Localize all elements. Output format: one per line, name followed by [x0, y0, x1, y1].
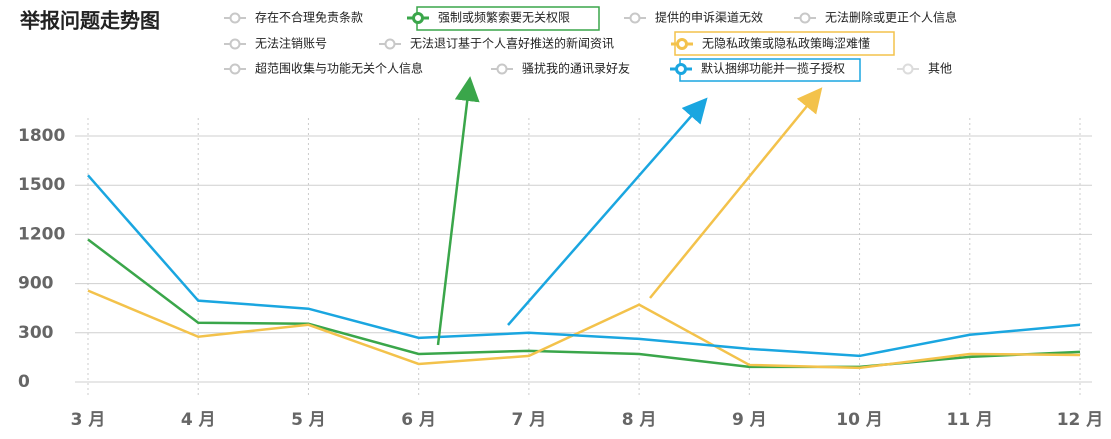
legend-icon: [384, 38, 396, 50]
y-tick-label: 1800: [18, 126, 65, 146]
legend-icon: [229, 38, 241, 50]
y-tick-label: 900: [18, 274, 54, 294]
legend-label: 无隐私政策或隐私政策晦涩难懂: [702, 36, 870, 51]
legend-label: 无法注销账号: [255, 36, 327, 51]
chart-title: 举报问题走势图: [19, 9, 160, 33]
plot: 0 300 900 1200 1500 1800 3 月 4 月 5 月 6 月 7 月 8 月 9 月…: [18, 118, 1103, 430]
x-tick-label: 7 月: [512, 410, 547, 430]
y-tick-label: 1500: [18, 175, 65, 195]
legend-label: 默认捆绑功能并一揽子授权: [701, 61, 845, 76]
x-tick-label: 11 月: [946, 410, 993, 430]
legend-label: 骚扰我的通讯录好友: [522, 61, 630, 76]
legend-label: 强制或频繁索要无关权限: [438, 10, 570, 25]
legend-label: 提供的申诉渠道无效: [655, 10, 763, 25]
legend-icon: [496, 63, 508, 75]
legend-icon: [676, 38, 688, 50]
y-tick-label: 0: [18, 372, 30, 392]
arrow: [649, 87, 823, 299]
arrow: [507, 97, 708, 326]
legend-label: 存在不合理免责条款: [255, 10, 363, 25]
x-tick-label: 8 月: [622, 410, 657, 430]
legend-label: 无法删除或更正个人信息: [825, 10, 957, 25]
legend-icon: [229, 12, 241, 24]
x-tick-label: 10 月: [836, 410, 883, 430]
legend-label: 其他: [928, 62, 952, 76]
legend-label: 无法退订基于个人喜好推送的新闻资讯: [410, 36, 614, 51]
y-tick-label: 300: [18, 323, 54, 343]
arrow: [436, 76, 480, 346]
x-tick-label: 6 月: [401, 410, 436, 430]
x-tick-label: 12 月: [1057, 410, 1104, 430]
series-line: [87, 174, 1081, 358]
legend-icon: [799, 12, 811, 24]
legend-icon: [412, 12, 424, 24]
x-tick-label: 9 月: [732, 410, 767, 430]
legend-icon: [229, 63, 241, 75]
legend-label: 超范围收集与功能无关个人信息: [255, 61, 423, 76]
x-tick-label: 3 月: [71, 410, 106, 430]
x-tick-label: 5 月: [291, 410, 326, 430]
legend-icon: [902, 63, 914, 75]
series-line: [87, 289, 1081, 370]
legend-icon: [629, 12, 641, 24]
y-tick-label: 1200: [18, 224, 65, 244]
x-tick-label: 4 月: [181, 410, 216, 430]
legend-icon: [675, 63, 687, 75]
